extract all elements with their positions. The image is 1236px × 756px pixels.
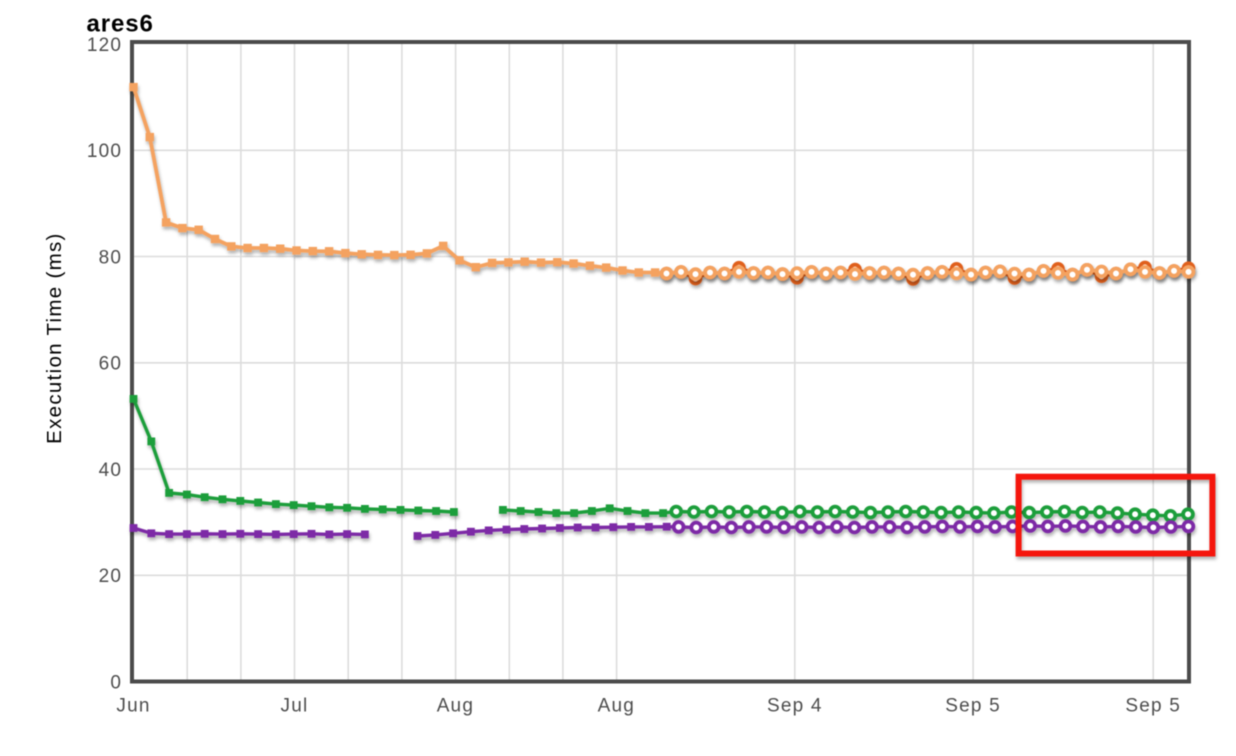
svg-text:Jun: Jun xyxy=(116,696,150,717)
svg-text:60: 60 xyxy=(99,354,123,375)
svg-text:Aug: Aug xyxy=(437,696,474,717)
svg-text:Sep 4: Sep 4 xyxy=(767,696,823,717)
svg-text:100: 100 xyxy=(87,141,122,162)
svg-text:40: 40 xyxy=(99,460,123,481)
svg-text:120: 120 xyxy=(87,35,122,56)
svg-text:Jul: Jul xyxy=(281,696,309,717)
svg-text:0: 0 xyxy=(110,672,122,693)
svg-text:Sep 5: Sep 5 xyxy=(1125,696,1181,717)
svg-text:ares6: ares6 xyxy=(87,11,154,38)
svg-text:Execution Time (ms): Execution Time (ms) xyxy=(43,232,66,444)
svg-text:Aug: Aug xyxy=(598,696,635,717)
svg-text:80: 80 xyxy=(99,247,123,268)
svg-text:Sep 5: Sep 5 xyxy=(945,696,1001,717)
svg-text:20: 20 xyxy=(99,566,123,587)
